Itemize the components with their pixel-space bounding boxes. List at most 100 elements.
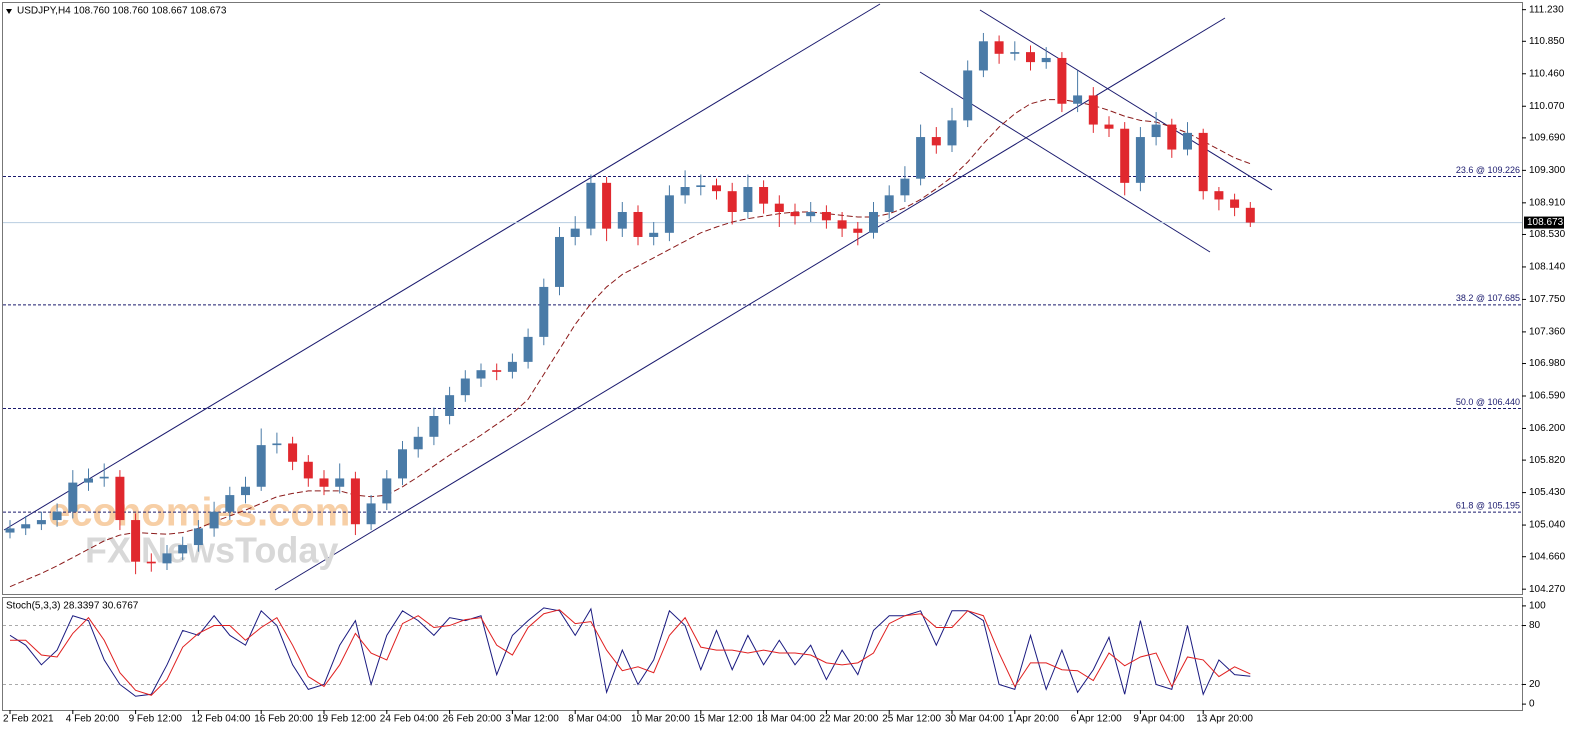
candle-body bbox=[99, 476, 109, 479]
y-tick-label: 110.460 bbox=[1529, 68, 1565, 79]
candle-body bbox=[1041, 57, 1051, 63]
candle-body bbox=[963, 70, 973, 121]
candle-body bbox=[1073, 95, 1083, 104]
candle-body bbox=[555, 236, 564, 287]
x-tick-label: 9 Feb 12:00 bbox=[129, 714, 183, 725]
candle-body bbox=[350, 478, 360, 525]
candle-body bbox=[806, 211, 816, 217]
x-tick-label: 2 Feb 2021 bbox=[3, 714, 54, 725]
y-tick-label: 104.660 bbox=[1529, 551, 1566, 562]
y-tick-label: 20 bbox=[1529, 679, 1541, 690]
candle-body bbox=[460, 378, 470, 396]
candle-body bbox=[649, 232, 659, 237]
candle-body bbox=[680, 187, 690, 196]
x-tick-label: 16 Feb 20:00 bbox=[254, 714, 313, 725]
y-tick-label: 107.750 bbox=[1529, 294, 1566, 305]
price-panel bbox=[2, 2, 1523, 595]
candle-body bbox=[1198, 132, 1208, 192]
y-tick-label: 100 bbox=[1529, 601, 1546, 612]
channel-up-lower bbox=[274, 17, 1226, 591]
candle-body bbox=[743, 187, 753, 212]
candle-body bbox=[539, 286, 549, 337]
y-tick-label: 80 bbox=[1529, 620, 1541, 631]
title-arrow bbox=[6, 9, 12, 14]
candle-body bbox=[727, 191, 737, 212]
candle-body bbox=[774, 203, 784, 212]
x-tick-label: 26 Feb 20:00 bbox=[443, 714, 502, 725]
candle-body bbox=[759, 187, 769, 204]
last-price-label: 108.673 bbox=[1527, 217, 1564, 228]
candle-body bbox=[1183, 132, 1192, 150]
y-tick-label: 110.070 bbox=[1529, 101, 1565, 112]
x-tick-label: 22 Mar 20:00 bbox=[819, 714, 878, 725]
candle-body bbox=[1135, 137, 1145, 183]
candle-body bbox=[664, 195, 674, 233]
x-tick-label: 10 Mar 20:00 bbox=[631, 714, 690, 725]
channel-down-upper bbox=[979, 9, 1273, 191]
candle-body bbox=[1057, 57, 1067, 104]
x-tick-label: 8 Mar 04:00 bbox=[568, 714, 622, 725]
candle-body bbox=[633, 211, 643, 237]
candle-body bbox=[272, 443, 282, 446]
candle-body bbox=[115, 476, 125, 521]
y-tick-label: 110.850 bbox=[1529, 36, 1565, 47]
candle-body bbox=[570, 228, 580, 237]
candle-body bbox=[978, 41, 988, 71]
candle-body bbox=[1245, 207, 1255, 223]
x-tick-label: 3 Mar 12:00 bbox=[505, 714, 559, 725]
candle-body bbox=[5, 528, 15, 533]
candle-body bbox=[821, 211, 831, 221]
candle-body bbox=[21, 524, 31, 529]
candle-body bbox=[131, 520, 141, 562]
y-tick-label: 109.690 bbox=[1529, 133, 1566, 144]
watermark: FX NewsToday bbox=[85, 530, 338, 571]
candle-body bbox=[146, 561, 156, 564]
candle-body bbox=[586, 182, 596, 229]
candle-body bbox=[303, 461, 313, 479]
fib-label: 23.6 @ 109.226 bbox=[1456, 165, 1520, 175]
x-tick-label: 6 Apr 12:00 bbox=[1071, 714, 1123, 725]
x-tick-label: 24 Feb 04:00 bbox=[380, 714, 439, 725]
y-tick-label: 108.530 bbox=[1529, 229, 1566, 240]
candle-body bbox=[1151, 124, 1161, 138]
candle-body bbox=[429, 415, 439, 437]
x-tick-label: 25 Mar 12:00 bbox=[882, 714, 941, 725]
candle-body bbox=[696, 185, 706, 188]
x-tick-label: 9 Apr 04:00 bbox=[1133, 714, 1185, 725]
x-tick-label: 30 Mar 04:00 bbox=[945, 714, 1004, 725]
channel-up-upper bbox=[3, 3, 881, 531]
y-tick-label: 106.980 bbox=[1529, 358, 1566, 369]
candle-body bbox=[476, 370, 486, 379]
candle-body bbox=[837, 220, 847, 229]
candle-body bbox=[209, 511, 219, 529]
candle-body bbox=[382, 478, 392, 504]
chart-title: USDJPY,H4 108.760 108.760 108.667 108.67… bbox=[17, 6, 227, 17]
candle-body bbox=[1120, 128, 1130, 183]
candle-body bbox=[853, 228, 863, 233]
y-tick-label: 106.200 bbox=[1529, 423, 1566, 434]
y-tick-label: 105.040 bbox=[1529, 520, 1566, 531]
x-tick-label: 13 Apr 20:00 bbox=[1196, 714, 1253, 725]
candle-body bbox=[994, 41, 1004, 54]
stoch-line bbox=[10, 609, 1251, 696]
candle-body bbox=[1214, 191, 1224, 200]
candle-body bbox=[916, 137, 926, 179]
stoch-line bbox=[9, 607, 1251, 697]
candle-body bbox=[398, 449, 407, 479]
x-tick-label: 19 Feb 12:00 bbox=[317, 714, 376, 725]
candle-body bbox=[947, 120, 957, 146]
y-tick-label: 104.270 bbox=[1529, 584, 1566, 595]
candle-body bbox=[413, 436, 423, 450]
candle-body bbox=[84, 478, 93, 483]
candle-body bbox=[366, 503, 376, 525]
candle-body bbox=[225, 495, 235, 512]
candle-body bbox=[1167, 124, 1177, 150]
stoch-title: Stoch(5,3,3) 28.3397 30.6767 bbox=[6, 601, 139, 612]
candle-body bbox=[602, 182, 612, 229]
y-tick-label: 109.300 bbox=[1529, 165, 1566, 176]
candle-body bbox=[445, 395, 455, 416]
candle-body bbox=[1088, 95, 1098, 125]
candle-body bbox=[492, 370, 502, 372]
candle-body bbox=[900, 178, 910, 196]
